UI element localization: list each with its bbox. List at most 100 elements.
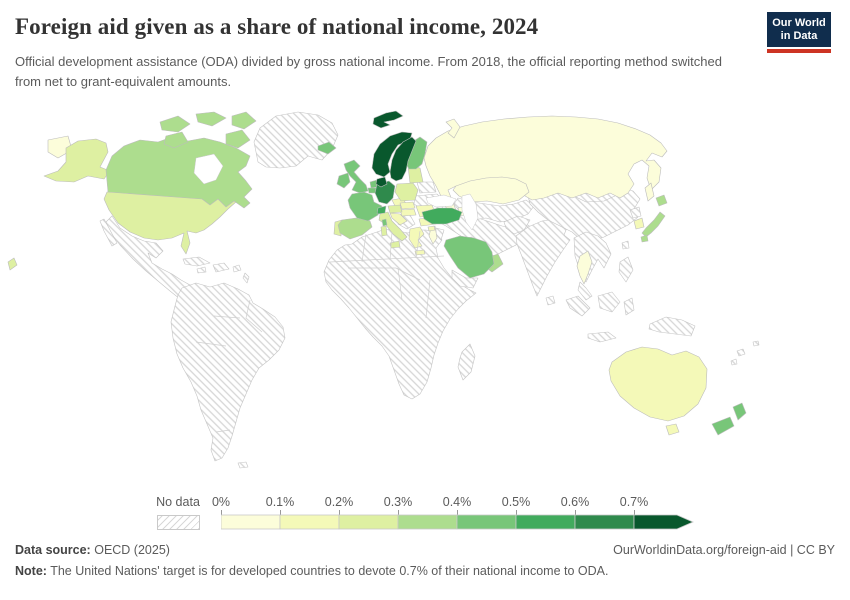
country-jamaica[interactable]	[196, 266, 207, 274]
black-sea	[425, 194, 457, 208]
country-ireland[interactable]	[336, 172, 351, 189]
legend-tick-7: 0.7%	[619, 495, 649, 509]
country-france[interactable]	[347, 191, 383, 222]
country-canada-arctic-3[interactable]	[231, 111, 257, 130]
country-south-korea[interactable]	[633, 217, 645, 230]
country-indonesia-sulawesi[interactable]	[623, 297, 635, 316]
legend-swatch-0[interactable]	[221, 514, 281, 530]
country-russia-sakhalin[interactable]	[644, 182, 655, 202]
legend-swatch-7-arrow[interactable]	[633, 514, 694, 530]
country-norway-svalbard[interactable]	[372, 110, 404, 129]
country-canada-arctic-1[interactable]	[159, 115, 191, 133]
legend-tick-2: 0.2%	[324, 495, 354, 509]
country-hungary[interactable]	[399, 208, 417, 217]
legend-swatch-5[interactable]	[515, 514, 576, 530]
country-philippines[interactable]	[618, 256, 634, 283]
country-canada-arctic-2[interactable]	[195, 111, 227, 127]
note-value: The United Nations' target is for develo…	[50, 564, 609, 578]
country-hispaniola[interactable]	[212, 262, 230, 273]
country-canada-arctic-4[interactable]	[163, 131, 189, 149]
country-india[interactable]	[515, 218, 571, 297]
data-source-label: Data source:	[15, 543, 91, 557]
country-new-zealand-south[interactable]	[711, 416, 735, 436]
country-austria[interactable]	[387, 204, 403, 214]
legend-swatch-6[interactable]	[574, 514, 635, 530]
country-usa[interactable]	[103, 191, 241, 255]
no-data-swatch[interactable]	[157, 515, 200, 530]
country-thailand[interactable]	[576, 250, 593, 285]
country-france-corsica[interactable]	[381, 218, 388, 227]
page-title: Foreign aid given as a share of national…	[15, 14, 539, 39]
country-belarus[interactable]	[416, 181, 437, 194]
country-germany[interactable]	[374, 180, 396, 205]
country-canada-arctic-5[interactable]	[225, 129, 251, 149]
country-croatia-slovenia[interactable]	[389, 212, 408, 226]
country-yemen[interactable]	[451, 269, 479, 289]
country-greenland[interactable]	[253, 111, 339, 169]
legend-swatch-4[interactable]	[456, 514, 517, 530]
country-cyprus[interactable]	[427, 225, 436, 232]
country-usa-alaska[interactable]	[43, 138, 111, 183]
credit-link[interactable]: OurWorldinData.org/foreign-aid | CC BY	[613, 543, 835, 557]
country-sweden[interactable]	[389, 136, 417, 182]
water-overlays	[193, 153, 479, 231]
country-mexico-baja[interactable]	[99, 218, 118, 247]
country-puerto-rico[interactable]	[232, 264, 242, 273]
region-south-america[interactable]	[170, 282, 286, 462]
country-switzerland[interactable]	[376, 205, 387, 215]
country-canada[interactable]	[105, 136, 253, 209]
country-taiwan[interactable]	[621, 240, 630, 250]
legend-ticks	[221, 510, 635, 515]
legend-swatch-1[interactable]	[279, 514, 340, 530]
country-russia-novaya-zemlya[interactable]	[445, 118, 461, 139]
country-turkey[interactable]	[421, 207, 463, 225]
country-north-korea[interactable]	[629, 206, 642, 219]
hudson-bay	[193, 153, 224, 185]
legend-color-bar	[221, 510, 694, 530]
legend-swatch-3[interactable]	[397, 514, 458, 530]
country-japan-hokkaido[interactable]	[655, 194, 668, 207]
owid-logo-line1: Our World	[772, 17, 826, 29]
legend-swatch-2[interactable]	[338, 514, 399, 530]
country-falkland-islands[interactable]	[237, 461, 249, 469]
country-slovakia[interactable]	[399, 201, 416, 210]
country-indonesia-java[interactable]	[587, 331, 617, 343]
inner-borders	[195, 211, 549, 433]
country-japan-kyushu[interactable]	[640, 234, 649, 243]
country-indonesia-borneo[interactable]	[597, 291, 621, 313]
region-africa[interactable]	[323, 228, 477, 400]
country-greece-crete[interactable]	[414, 249, 426, 256]
caspian-sea	[461, 193, 479, 231]
country-saudi-arabia[interactable]	[443, 235, 495, 279]
country-australia[interactable]	[608, 346, 708, 422]
country-italy-sardinia[interactable]	[380, 225, 388, 237]
owid-logo-line2: in Data	[780, 30, 818, 42]
country-cuba[interactable]	[182, 256, 211, 267]
legend-tick-0: 0%	[211, 495, 231, 509]
pacific-islands[interactable]	[730, 340, 760, 366]
country-new-zealand-north[interactable]	[732, 402, 747, 421]
band-0.3-0.4-countries	[105, 111, 668, 273]
country-denmark[interactable]	[375, 176, 388, 188]
country-australia-tasmania[interactable]	[665, 423, 680, 436]
country-usa-hawaii[interactable]	[7, 257, 18, 271]
data-source-value: OECD (2025)	[94, 543, 170, 557]
no-data-label: No data	[156, 495, 200, 509]
chart-footer: Data source: OECD (2025) OurWorldinData.…	[15, 543, 835, 585]
legend-tick-6: 0.6%	[560, 495, 590, 509]
country-japan-honshu[interactable]	[641, 211, 666, 238]
country-malaysia[interactable]	[577, 281, 593, 301]
country-madagascar[interactable]	[457, 343, 476, 381]
country-poland[interactable]	[394, 182, 419, 202]
country-greece[interactable]	[408, 226, 425, 249]
country-papua-new-guinea[interactable]	[648, 316, 696, 337]
country-uk[interactable]	[343, 159, 369, 194]
country-lesser-antilles[interactable]	[242, 272, 250, 284]
country-iceland[interactable]	[317, 141, 337, 155]
owid-logo[interactable]: Our World in Data	[767, 12, 831, 47]
country-indonesia-sumatra[interactable]	[565, 295, 591, 317]
band-0.7-plus-countries	[371, 110, 417, 188]
band-0.4-0.5-countries	[317, 136, 747, 436]
country-sri-lanka[interactable]	[545, 295, 556, 306]
